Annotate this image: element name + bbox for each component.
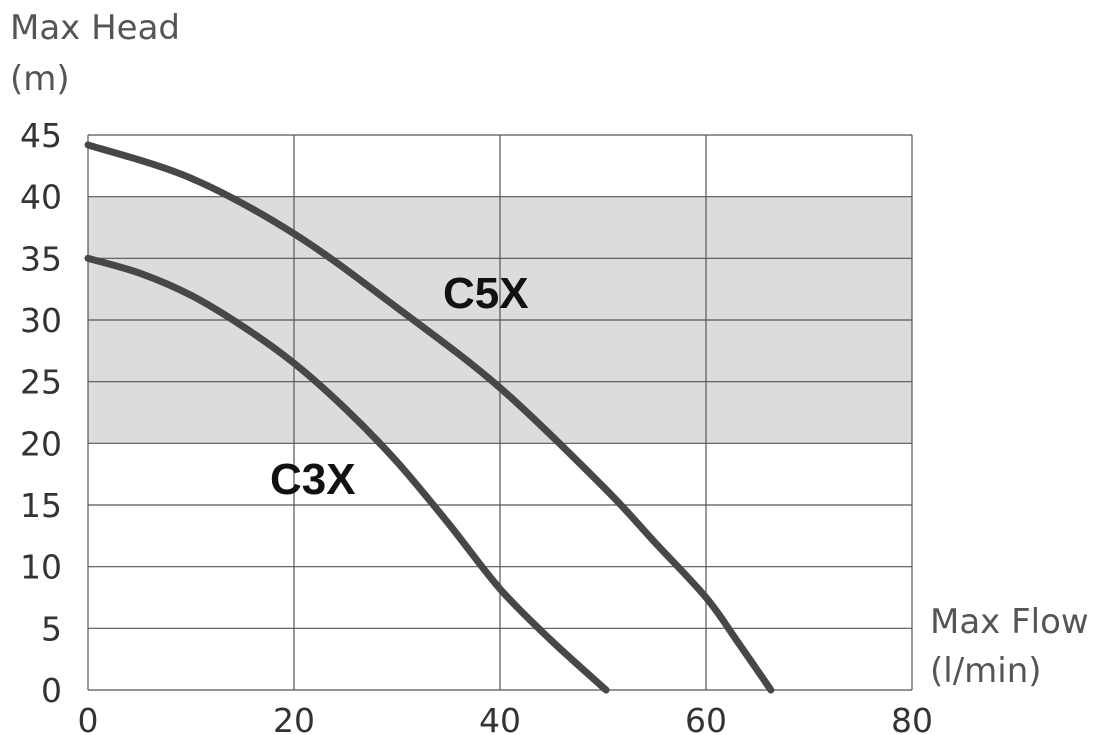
y-axis-title-line1: Max Head (10, 8, 180, 48)
y-tick-label-25: 25 (20, 363, 62, 402)
y-tick-label-10: 10 (20, 548, 62, 587)
y-tick-label-0: 0 (41, 671, 62, 710)
x-tick-label-60: 60 (685, 701, 727, 735)
x-tick-label-80: 80 (891, 701, 933, 735)
y-tick-label-35: 35 (20, 239, 62, 278)
x-tick-label-20: 20 (273, 701, 315, 735)
x-axis-title-line2: (l/min) (930, 651, 1042, 691)
series-line-c5x (84, 141, 775, 694)
series-line-c3x (84, 254, 610, 694)
x-axis-title-line1: Max Flow (930, 602, 1089, 642)
y-tick-label-40: 40 (20, 178, 62, 217)
y-tick-label-5: 5 (41, 609, 62, 648)
x-tick-label-0: 0 (78, 701, 99, 735)
y-tick-label-15: 15 (20, 486, 62, 525)
y-tick-label-20: 20 (20, 424, 62, 463)
y-tick-label-45: 45 (20, 116, 62, 155)
series-label-c5x: C5X (443, 269, 529, 318)
y-axis-title-line2: (m) (10, 59, 70, 99)
x-tick-label-40: 40 (479, 701, 521, 735)
y-tick-label-30: 30 (20, 301, 62, 340)
series-label-c3x: C3X (270, 455, 356, 504)
